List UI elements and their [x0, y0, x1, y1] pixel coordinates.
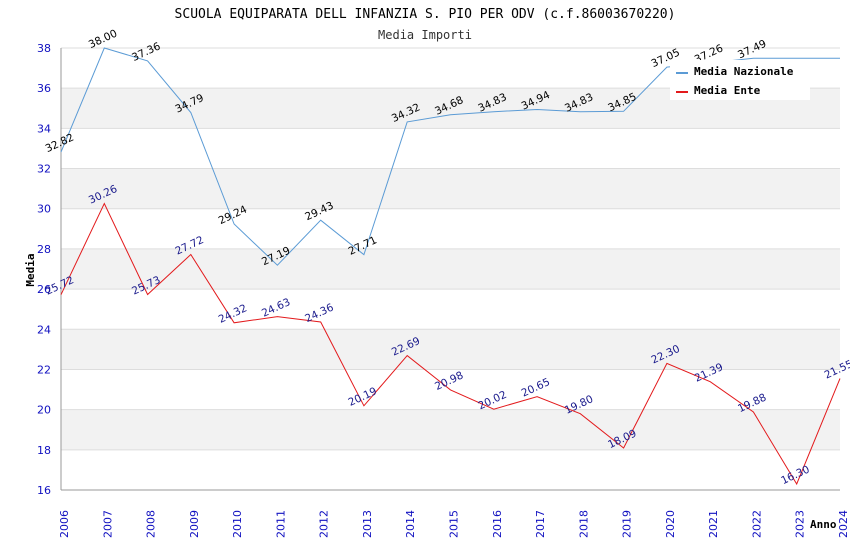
grid-band: [61, 168, 840, 209]
x-tick-label: 2015: [448, 510, 461, 538]
y-tick-label: 22: [37, 363, 51, 376]
y-tick-label: 18: [37, 444, 51, 457]
grid-bands: [61, 88, 840, 450]
x-tick-label: 2013: [361, 510, 374, 538]
x-tick-label: 2009: [188, 510, 201, 538]
grid-band: [61, 329, 840, 370]
y-tick-label: 28: [37, 243, 51, 256]
data-label: 24.63: [260, 296, 292, 320]
chart-subtitle: Media Importi: [378, 28, 472, 42]
y-tick-label: 38: [37, 42, 51, 55]
data-label: 24.32: [217, 302, 249, 326]
x-tick-label: 2012: [318, 510, 331, 538]
legend-box: [670, 60, 810, 100]
x-tick-label: 2019: [621, 510, 634, 538]
x-tick-label: 2016: [491, 510, 504, 538]
y-tick-label: 34: [37, 122, 51, 135]
x-axis-label: Anno: [810, 518, 837, 531]
x-tick-labels: 2006 2007 2008 2009 2010 2011 2012 2013 2014 2015…: [58, 510, 850, 538]
x-tick-label: 2020: [664, 510, 677, 538]
x-tick-label: 2006: [58, 510, 71, 538]
y-tick-labels: 16 18 20 22 24 26 28 30 32 34 36 38: [37, 42, 51, 497]
x-tick-label: 2008: [145, 510, 158, 538]
x-tick-label: 2021: [707, 510, 720, 538]
legend: Media Nazionale Media Ente: [670, 60, 810, 100]
grid-band: [61, 409, 840, 450]
x-tick-label: 2014: [404, 510, 417, 538]
y-tick-label: 16: [37, 484, 51, 497]
y-tick-label: 32: [37, 163, 51, 176]
x-tick-label: 2007: [101, 510, 114, 538]
x-tick-label: 2024: [837, 510, 850, 538]
data-label: 20.65: [520, 376, 552, 400]
x-tick-label: 2023: [794, 510, 807, 538]
y-tick-label: 24: [37, 323, 51, 336]
x-tick-label: 2011: [274, 510, 287, 538]
grid-lines: [61, 47, 840, 491]
chart-title: SCUOLA EQUIPARATA DELL INFANZIA S. PIO P…: [175, 7, 676, 22]
x-tick-label: 2017: [534, 510, 547, 538]
x-tick-label: 2018: [577, 510, 590, 538]
y-axis-label: Media: [24, 253, 37, 286]
y-tick-label: 26: [37, 283, 51, 296]
data-label: 20.19: [347, 385, 379, 409]
y-tick-label: 36: [37, 82, 51, 95]
data-label: 16.30: [779, 463, 811, 487]
y-tick-label: 20: [37, 404, 51, 417]
grid-band: [61, 248, 840, 290]
series-line-ente: [60, 202, 841, 486]
x-tick-label: 2022: [750, 510, 763, 538]
y-tick-label: 30: [37, 203, 51, 216]
legend-label-ente: Media Ente: [694, 84, 761, 97]
legend-label-nazionale: Media Nazionale: [694, 65, 794, 78]
data-label: 25.72: [44, 274, 76, 298]
x-tick-label: 2010: [231, 510, 244, 538]
